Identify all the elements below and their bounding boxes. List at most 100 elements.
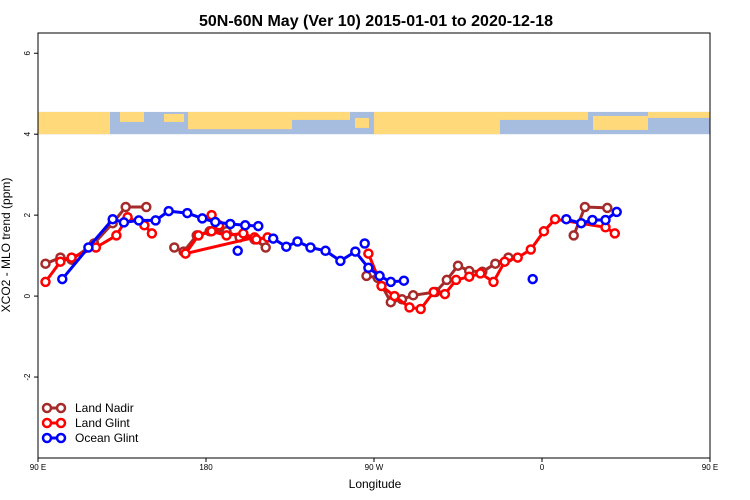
data-point bbox=[404, 302, 415, 313]
data-point bbox=[452, 260, 464, 271]
data-point bbox=[238, 228, 249, 239]
map-land bbox=[120, 111, 144, 122]
data-point bbox=[488, 276, 499, 288]
legend-marker bbox=[55, 432, 67, 444]
data-point bbox=[463, 271, 475, 282]
map-land bbox=[593, 115, 648, 130]
data-point bbox=[587, 214, 598, 226]
data-point bbox=[490, 258, 501, 269]
data-point bbox=[525, 244, 537, 255]
data-point bbox=[600, 214, 611, 226]
plot-frame bbox=[37, 32, 711, 459]
data-point bbox=[83, 242, 94, 253]
data-point bbox=[251, 234, 262, 245]
data-point bbox=[169, 242, 180, 253]
data-point bbox=[163, 205, 174, 217]
x-tick-label: 180 bbox=[199, 463, 213, 472]
x-axis: 90 E 180 90 W 0 90 E bbox=[30, 458, 718, 472]
data-point bbox=[225, 218, 236, 230]
data-point bbox=[320, 245, 331, 257]
data-point bbox=[512, 252, 523, 263]
map-land bbox=[648, 111, 710, 118]
map-land bbox=[188, 111, 292, 130]
map-land bbox=[164, 113, 184, 122]
legend-marker bbox=[41, 417, 53, 429]
map-strip bbox=[38, 111, 710, 135]
legend-marker bbox=[41, 432, 53, 444]
data-point bbox=[374, 270, 385, 282]
map-land bbox=[355, 117, 369, 128]
data-point bbox=[133, 215, 145, 226]
data-point bbox=[499, 256, 510, 267]
data-point bbox=[260, 242, 271, 253]
data-point bbox=[180, 248, 191, 259]
data-point bbox=[579, 201, 591, 213]
data-point bbox=[193, 230, 204, 241]
y-axis-label: XCO2 - MLO trend (ppm) bbox=[0, 178, 13, 313]
data-point bbox=[439, 288, 451, 300]
data-point bbox=[568, 230, 579, 241]
data-point bbox=[363, 248, 374, 259]
map-land bbox=[38, 111, 110, 135]
x-tick-label: 90 E bbox=[30, 463, 46, 472]
data-point bbox=[118, 217, 130, 228]
x-tick-label: 90 W bbox=[365, 463, 384, 472]
data-point bbox=[120, 201, 131, 213]
data-point bbox=[549, 213, 561, 225]
series-land-glint bbox=[40, 209, 621, 315]
series-layer bbox=[40, 201, 622, 315]
y-tick-label: 6 bbox=[23, 50, 32, 55]
data-point bbox=[602, 202, 613, 214]
data-point bbox=[575, 217, 587, 229]
y-tick-label: -2 bbox=[23, 373, 32, 381]
legend-marker bbox=[55, 402, 67, 414]
data-point bbox=[305, 242, 316, 253]
x-tick-label: 90 E bbox=[702, 463, 718, 472]
data-point bbox=[361, 270, 372, 282]
data-point bbox=[267, 233, 279, 244]
data-point bbox=[141, 201, 152, 213]
data-point bbox=[359, 238, 370, 249]
data-point bbox=[146, 228, 158, 239]
data-point bbox=[210, 216, 221, 228]
legend-label: Land Nadir bbox=[75, 401, 134, 415]
data-point bbox=[611, 206, 622, 218]
x-axis-label: Longitude bbox=[349, 477, 402, 491]
y-axis: -2 0 2 4 6 bbox=[23, 50, 38, 381]
data-point bbox=[450, 274, 462, 286]
data-point bbox=[182, 207, 193, 219]
legend-marker bbox=[55, 417, 67, 429]
data-point bbox=[538, 226, 550, 237]
data-point bbox=[40, 276, 51, 288]
data-point bbox=[389, 290, 400, 302]
map-land bbox=[500, 111, 588, 120]
data-point bbox=[66, 252, 77, 263]
data-point bbox=[398, 275, 410, 286]
data-point bbox=[281, 241, 292, 252]
chart-title: 50N-60N May (Ver 10) 2015-01-01 to 2020-… bbox=[199, 13, 553, 30]
data-point bbox=[527, 273, 538, 285]
legend-label: Land Glint bbox=[75, 416, 130, 430]
data-point bbox=[407, 290, 419, 301]
data-point bbox=[253, 220, 264, 232]
y-tick-label: 2 bbox=[23, 212, 32, 217]
data-point bbox=[475, 268, 486, 279]
data-point bbox=[221, 230, 232, 241]
data-point bbox=[40, 258, 51, 269]
legend-label: Ocean Glint bbox=[75, 431, 139, 445]
y-tick-label: 4 bbox=[23, 131, 32, 136]
series-ocean-glint bbox=[57, 205, 622, 288]
data-point bbox=[206, 226, 217, 237]
data-point bbox=[335, 255, 346, 267]
data-point bbox=[428, 286, 439, 298]
data-point bbox=[376, 280, 387, 292]
data-point bbox=[609, 228, 621, 239]
data-point bbox=[55, 256, 66, 267]
data-point bbox=[150, 215, 161, 226]
data-point bbox=[197, 213, 208, 224]
data-point bbox=[232, 245, 243, 257]
x-tick-label: 0 bbox=[540, 463, 545, 472]
data-point bbox=[441, 274, 453, 286]
